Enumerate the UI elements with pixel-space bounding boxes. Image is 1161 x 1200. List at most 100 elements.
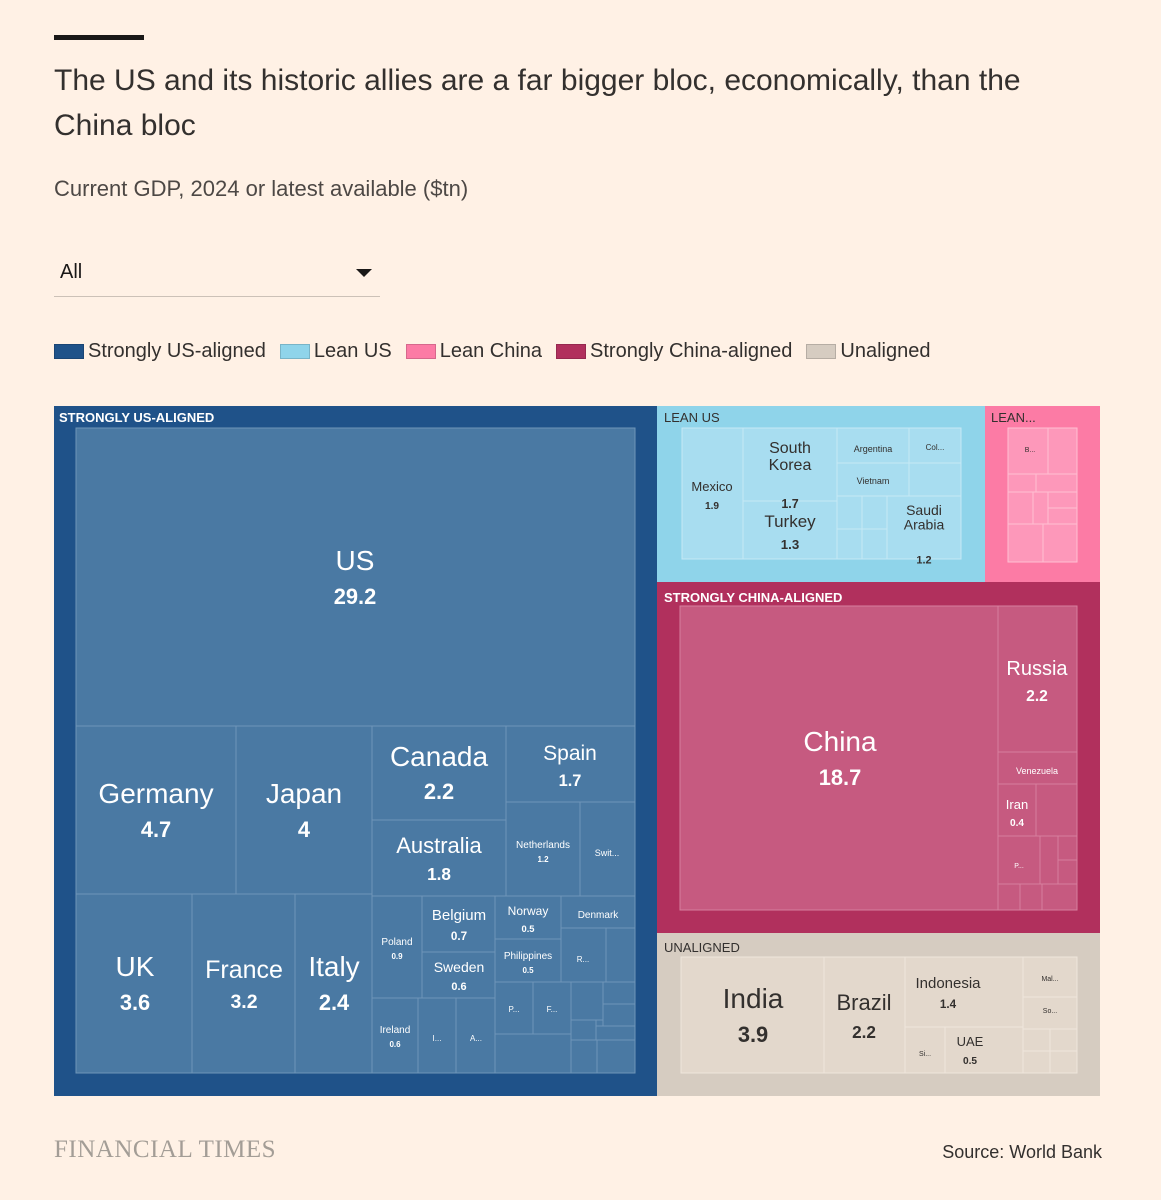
country-value-us: 29.2 [334,584,376,609]
ft-logo: FINANCIAL TIMES [54,1136,277,1163]
country-label-brazil: Brazil [836,990,891,1015]
country-cell [904,956,1024,1028]
country-label-sweden: Sweden [434,959,485,975]
country-cell [494,1033,572,1074]
country-cell [602,1003,636,1027]
country-label-argentina: Argentina [854,444,893,454]
legend: Strongly US-aligned Lean US Lean China S… [54,340,944,363]
country-label-saudi-arabia: Arabia [904,517,945,533]
country-label-poland: Poland [381,937,412,948]
country-cell [570,1019,597,1041]
country-cell [1032,491,1049,525]
group-label-unaligned: UNALIGNED [664,940,740,955]
filter-dropdown[interactable]: All [54,253,380,297]
legend-label: Strongly US-aligned [88,340,266,362]
country-label-norway: Norway [508,904,549,918]
country-label-canada: Canada [390,741,489,772]
country-label-so: So... [1043,1008,1057,1015]
country-cell [1007,523,1044,563]
chart-subtitle: Current GDP, 2024 or latest available ($… [54,176,469,201]
country-cell [1047,427,1078,475]
country-label-netherlands: Netherlands [516,840,570,851]
country-cell [1049,1050,1078,1074]
country-value-turkey: 1.3 [781,537,799,552]
country-label-indonesia: Indonesia [915,975,981,992]
country-cell [417,997,457,1074]
country-label-si: Si... [919,1051,931,1058]
country-cell [1047,491,1078,509]
country-cell [1039,835,1059,885]
legend-item-lean-us: Lean US [279,340,392,363]
country-cell [1022,1050,1051,1074]
country-cell [579,801,636,897]
country-value-indonesia: 1.4 [940,998,957,1011]
country-cell [494,981,534,1035]
country-label-germany: Germany [98,778,213,809]
country-label-b: B... [1025,447,1036,454]
country-cell [421,895,496,953]
country-value-saudi-arabia: 1.2 [916,555,931,567]
country-value-brazil: 2.2 [852,1022,876,1042]
group-label-lean-us: LEAN US [664,410,720,425]
country-cell [742,500,838,560]
country-cell [494,938,562,983]
country-cell [1047,507,1078,525]
country-cell [944,1026,1024,1074]
country-value-poland: 0.9 [391,952,403,961]
country-label-japan: Japan [266,778,342,809]
country-cell [605,927,636,983]
country-cell [1042,523,1078,563]
country-label-uae: UAE [957,1034,984,1049]
country-cell [294,893,373,1074]
country-cell [75,725,237,895]
country-label-china: China [803,726,877,757]
country-cell [836,495,863,530]
country-label-spain: Spain [543,742,597,765]
country-cell [1041,883,1078,911]
country-value-france: 3.2 [230,991,257,1013]
country-label-i: I... [433,1034,442,1043]
country-value-belgium: 0.7 [451,930,467,943]
country-label-turkey: Turkey [764,512,816,531]
country-cell [997,783,1037,837]
country-cell [595,1025,636,1041]
country-label-france: France [205,956,283,984]
country-cell [570,1039,598,1074]
country-cell [836,427,910,464]
country-value-china: 18.7 [819,765,861,790]
country-cell [1049,1028,1078,1052]
country-label-f: F... [547,1005,558,1014]
country-cell [570,981,604,1021]
country-cell [1057,859,1078,885]
country-value-canada: 2.2 [424,779,454,804]
country-label-p: P... [509,1005,520,1014]
country-value-norway: 0.5 [522,924,535,934]
title-rule [54,35,144,40]
country-label-venezuela: Venezuela [1016,766,1058,776]
legend-label: Strongly China-aligned [590,340,793,362]
caret-down-icon [356,269,372,277]
country-label-saudi-arabia: Saudi [906,502,942,518]
country-value-philippines: 0.5 [522,966,534,975]
country-cell [823,956,906,1074]
country-label-iran: Iran [1006,797,1028,812]
country-cell [997,835,1041,885]
country-value-spain: 1.7 [559,772,582,790]
country-cell [371,819,507,897]
legend-item-lean-china: Lean China [405,340,542,363]
country-cell [1022,1028,1051,1052]
country-cell [742,427,838,502]
country-value-russia: 2.2 [1026,688,1048,705]
country-cell [455,997,496,1074]
legend-label: Unaligned [840,340,931,362]
country-value-japan: 4 [298,817,311,842]
country-cell [1007,473,1037,493]
filter-dropdown-value: All [60,261,83,283]
country-cell [679,605,999,911]
legend-swatch [556,344,587,359]
country-value-uk: 3.6 [120,990,150,1015]
group-label-strongly-china: STRONGLY CHINA-ALIGNED [664,590,842,605]
country-cell [505,725,636,803]
country-label-south-korea: South [769,440,811,457]
group-label-lean-china: LEAN... [991,410,1036,425]
